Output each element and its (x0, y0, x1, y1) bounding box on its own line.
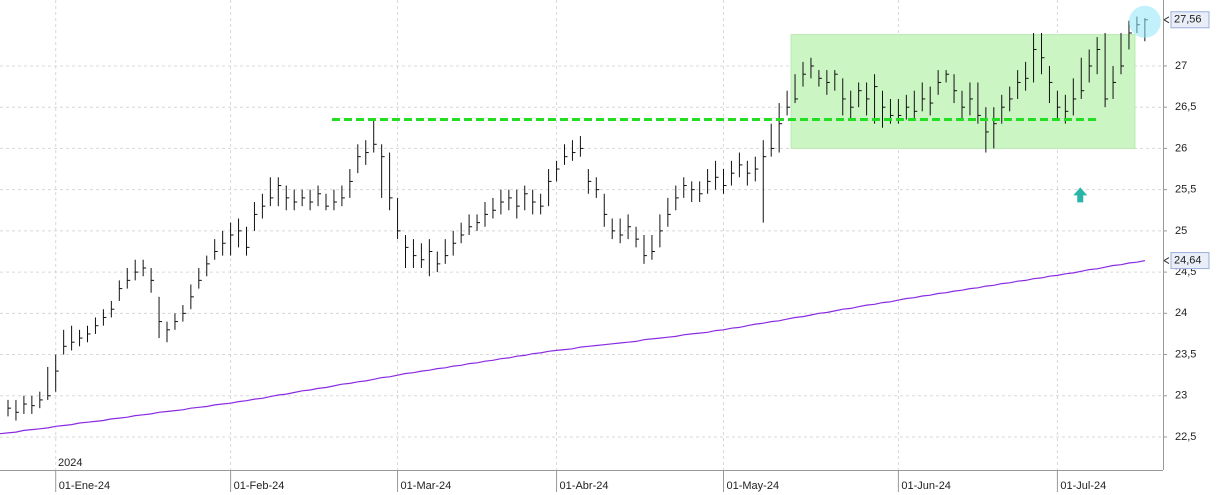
x-tick-label: 01-Feb-24 (234, 480, 285, 492)
ma-price-tag-box (1170, 252, 1210, 270)
y-tick-label: 27 (1175, 60, 1187, 72)
ma-price-tag-pointer (1163, 257, 1170, 264)
y-tick-label: 26 (1175, 142, 1187, 154)
x-tick-label: 01-Jun-24 (901, 480, 951, 492)
year-label: 2024 (58, 457, 82, 469)
last-price-tag: 27,56 (1174, 14, 1202, 26)
y-tick-label: 25 (1175, 225, 1187, 237)
y-tick-label: 25,5 (1175, 184, 1196, 196)
up-arrow (1073, 187, 1088, 203)
x-tick-label: 01-Jul-24 (1060, 480, 1106, 492)
range-box (790, 34, 1136, 149)
y-tick-label: 23 (1175, 390, 1187, 402)
x-tick-label: 01-Abr-24 (560, 480, 609, 492)
y-tick-label: 26,5 (1175, 101, 1196, 113)
x-tick-label: 01-Ene-24 (59, 480, 110, 492)
y-tick-label: 23,5 (1175, 348, 1196, 360)
moving-average-line (0, 260, 1146, 435)
last-price-tag-box (1170, 11, 1210, 29)
last-price-tag-pointer (1163, 16, 1170, 24)
x-tick-label: 01-May-24 (727, 480, 780, 492)
last-price-highlight (1128, 5, 1161, 38)
ma-price-tag: 24,64 (1174, 254, 1202, 266)
x-tick-label: 01-Mar-24 (401, 480, 452, 492)
y-tick-label: 22,5 (1175, 431, 1196, 443)
y-tick-label: 24 (1175, 307, 1187, 319)
